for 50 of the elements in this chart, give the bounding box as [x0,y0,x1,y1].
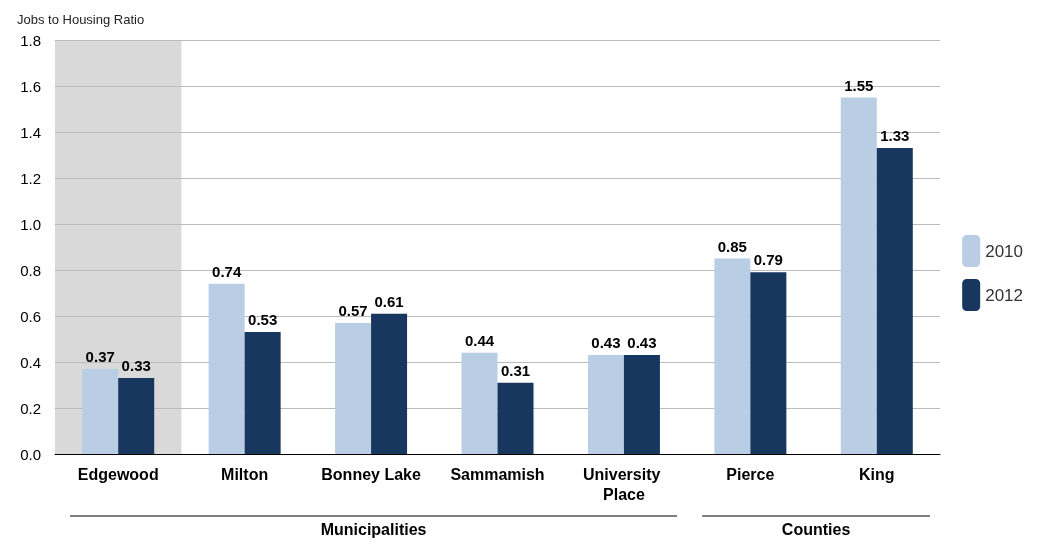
bar [371,313,408,454]
bar [587,355,624,454]
data-label: 0.43 [627,334,657,352]
text: Municipalities [320,520,427,538]
data-label: 0.61 [374,292,404,310]
y-tick-label: 0.6 [20,307,41,325]
x-tick-label: University Place [583,465,665,503]
data-label: 0.74 [212,262,242,280]
bar [876,148,913,454]
bar [208,283,245,454]
y-tick-label: 0.8 [20,261,41,279]
bar [714,258,751,454]
data-label: 0.33 [121,357,151,375]
y-tick-label: 1.2 [20,169,41,187]
y-tick-label: 1.8 [20,31,41,49]
bar [750,272,787,454]
y-tick-label: 1.6 [20,77,41,95]
data-label: 0.37 [85,347,115,365]
bar [497,382,534,454]
bar [118,378,155,454]
text: Counties [781,520,851,538]
data-label: 0.44 [464,331,495,349]
data-label: 0.85 [717,237,747,255]
x-tick-label: Edgewood [77,465,159,483]
y-axis-title: Jobs to Housing Ratio [17,12,145,27]
bar [82,368,119,454]
bar [840,97,877,454]
data-label: 1.33 [880,127,910,145]
x-tick-label: Sammamish [450,465,545,483]
data-label: 0.31 [500,361,531,379]
y-tick-label: 0.4 [20,353,41,371]
y-tick-label: 0.0 [20,445,41,463]
bar [623,355,660,454]
data-label: 0.43 [591,334,621,352]
y-tick-label: 1.0 [20,215,41,233]
x-tick-label: Bonney Lake [321,465,421,483]
data-label: 0.53 [248,311,278,329]
bar [335,322,372,454]
legend-label: 2010 [985,241,1024,261]
x-tick-label: Milton [221,465,269,483]
bar [461,352,498,454]
data-label: 0.79 [753,251,783,269]
x-tick-label: King [859,465,895,483]
y-tick-label: 1.4 [20,123,41,141]
x-tick-label: Pierce [726,465,775,483]
legend-label: 2012 [985,285,1024,305]
y-tick-label: 0.2 [20,399,41,417]
data-label: 0.57 [338,301,368,319]
data-label: 1.55 [844,76,874,94]
bar [244,332,281,454]
